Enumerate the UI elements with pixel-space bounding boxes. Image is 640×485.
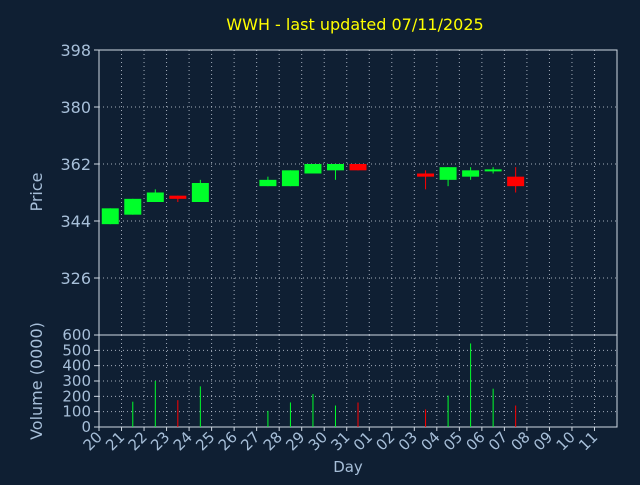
- candle-body-07: [507, 176, 525, 187]
- volume-tick-label: 600: [62, 326, 91, 344]
- volume-tick-label: 100: [62, 403, 91, 421]
- volume-axis-label: Volume (0000): [27, 322, 46, 440]
- candle-body-31: [349, 164, 367, 171]
- candle-body-21: [124, 198, 142, 215]
- volume-tick-label: 0: [81, 418, 91, 436]
- candle-body-28: [281, 170, 299, 187]
- candle-body-27: [259, 179, 277, 187]
- x-tick-label: 11: [575, 428, 601, 454]
- volume-tick-label: 400: [62, 357, 91, 375]
- candle-body-06: [484, 169, 502, 172]
- candle-body-29: [304, 164, 322, 174]
- candle-body-24: [191, 183, 209, 202]
- price-tick-label: 398: [60, 41, 91, 60]
- price-tick-label: 344: [60, 212, 91, 231]
- candle-body-30: [326, 164, 344, 171]
- candle-body-03: [417, 173, 435, 177]
- volume-tick-label: 200: [62, 387, 91, 405]
- price-plot-frame: [98, 49, 618, 336]
- price-panel: 398 380 362 344 326: [60, 41, 618, 336]
- candle-body-23: [169, 195, 187, 199]
- price-tick-label: 380: [60, 98, 91, 117]
- x-axis-label: Day: [333, 458, 363, 476]
- x-axis: 2021222324252627282930310102030405060708…: [80, 427, 601, 454]
- volume-tick-label: 300: [62, 372, 91, 390]
- candle-body-04: [439, 167, 457, 180]
- candle-body-20: [101, 208, 119, 225]
- chart-title: WWH - last updated 07/11/2025: [226, 15, 483, 34]
- price-tick-label: 326: [60, 269, 91, 288]
- candle-body-05: [462, 170, 480, 177]
- price-tick-label: 362: [60, 155, 91, 174]
- candle-body-22: [146, 192, 164, 202]
- price-axis-label: Price: [27, 172, 46, 211]
- volume-tick-label: 500: [62, 341, 91, 359]
